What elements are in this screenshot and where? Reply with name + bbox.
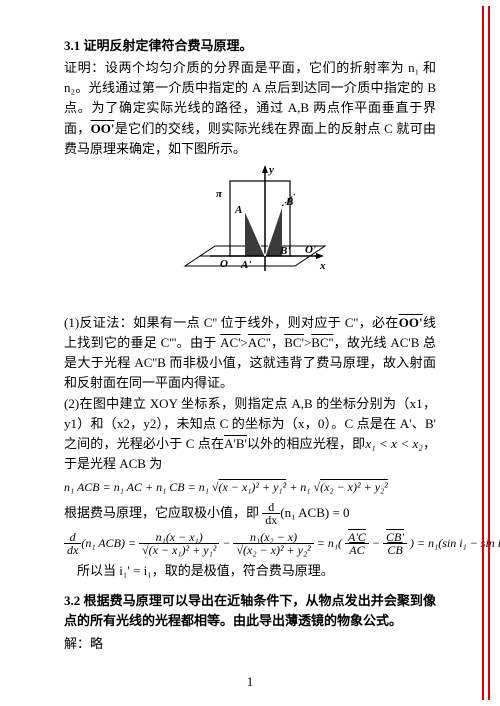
f1-rad1: (x − x₁)² + y₁² xyxy=(218,480,286,494)
svg-text:x: x xyxy=(319,260,326,272)
formula-derivative: d dx (n₁ ACB) = n₁(x − x₁) √(x − x₁)² + … xyxy=(64,531,436,557)
conclusion: 所以当 i₁' = i₁，取的是极值，符合费马原理。 xyxy=(64,561,436,581)
svg-text:B': B' xyxy=(279,245,290,257)
reflection-diagram: y x O O' A B A' B' π xyxy=(64,161,436,307)
section-3-2-answer: 解：略 xyxy=(64,634,436,654)
oo-bar: OO' xyxy=(91,121,115,136)
svg-text:y: y xyxy=(267,164,274,176)
ddx2-num: d xyxy=(64,531,81,545)
spacer xyxy=(64,581,436,591)
page: 3.1 证明反射定律符合费马原理。 证明：设两个均匀介质的分界面是平面，它们的折… xyxy=(0,0,500,706)
ddx-num: d xyxy=(262,501,280,515)
f2-t2-num: n₁(x₂ − x) xyxy=(233,531,313,545)
page-number: 1 xyxy=(0,672,500,692)
part2-paragraph: (2)在图中建立 XOY 坐标系，则指定点 A,B 的坐标分别为（x1，y1）和… xyxy=(64,394,436,475)
fermat-a: 根据费马原理，它应取极小值，即 xyxy=(64,505,259,520)
f2-minus: − xyxy=(222,536,230,550)
f2-ac-den: AC xyxy=(345,544,369,557)
ddx2-den: dx xyxy=(64,544,81,557)
f2-cb-den: CB xyxy=(383,544,407,557)
formula-acb: n₁ ACB = n₁ AC + n₁ CB = n₁ (x − x₁)² + … xyxy=(64,478,436,497)
f1-rad2: (x₂ − x)² + y₂² xyxy=(320,480,388,494)
f2-term1: n₁(x − x₁) √(x − x₁)² + y₁² xyxy=(139,531,219,557)
ddx-frac-2: d dx xyxy=(64,531,81,557)
svg-text:A': A' xyxy=(240,259,251,271)
bc-dbl: BC'' xyxy=(311,335,333,350)
fermat-line: 根据费马原理，它应取极小值，即 d dx (n₁ ACB) = 0 xyxy=(64,501,436,527)
bc-prime: BC' xyxy=(284,335,304,350)
part2-range: x₁ < x < x₂ xyxy=(365,436,423,451)
ddx-frac: d dx xyxy=(262,501,280,527)
fermat-arg: (n₁ ACB) = 0 xyxy=(280,505,349,520)
section-3-1-heading: 3.1 证明反射定律符合费马原理。 xyxy=(64,36,436,56)
f2-t1-den: √(x − x₁)² + y₁² xyxy=(139,544,219,557)
f2-frac-ac: A'C AC xyxy=(345,531,369,557)
f1-plus: + n₁ xyxy=(289,480,310,494)
f2-frac-cb: CB' CB xyxy=(383,531,407,557)
margin-red-border xyxy=(482,6,490,700)
svg-text:O: O xyxy=(220,258,228,270)
f2-lhs-arg: (n₁ ACB) = xyxy=(81,536,136,550)
f2-term2: n₁(x₂ − x) √(x₂ − x)² + y₂² xyxy=(233,531,313,557)
svg-text:π: π xyxy=(216,188,223,200)
f2-t1-num: n₁(x − x₁) xyxy=(139,531,219,545)
aprime-bprime: A'B' xyxy=(224,436,247,451)
ac-dbl: AC'' xyxy=(248,335,271,350)
svg-text:A: A xyxy=(234,204,242,216)
proof-tail-text: 是它们的交线，则实际光线在界面上的反射点 C 就可由费马原理来确定，如下图所示。 xyxy=(64,121,436,156)
f1-lhs: n₁ ACB = n₁ AC + n₁ CB = n₁ xyxy=(64,480,209,494)
svg-text:B: B xyxy=(285,196,293,208)
part2-b: 以外的相应光程，即 xyxy=(247,436,365,451)
oo-bar-inline: OO' xyxy=(399,315,423,330)
f2-t2-den: √(x₂ − x)² + y₂² xyxy=(233,544,313,557)
part1-paragraph: (1)反证法：如果有一点 C'' 位于线外，则对应于 C''，必在OO'线上找到… xyxy=(64,313,436,394)
diagram-svg: y x O O' A B A' B' π xyxy=(170,161,330,301)
section-3-2-heading: 3.2 根据费马原理可以导出在近轴条件下，从物点发出并会聚到像点的所有光线的光程… xyxy=(64,591,436,631)
proof-paragraph: 证明：设两个均匀介质的分界面是平面，它们的折射率为 n₁ 和 n₂。光线通过第一… xyxy=(64,58,436,159)
part1-lead: (1)反证法：如果有一点 C'' 位于线外，则对应于 C''，必在 xyxy=(64,315,399,330)
f2-sep: − xyxy=(372,536,380,550)
f2-eq: = n₁( xyxy=(317,536,342,550)
ac-prime: AC' xyxy=(220,335,240,350)
svg-text:O': O' xyxy=(305,244,316,256)
ddx-den: dx xyxy=(262,514,280,527)
